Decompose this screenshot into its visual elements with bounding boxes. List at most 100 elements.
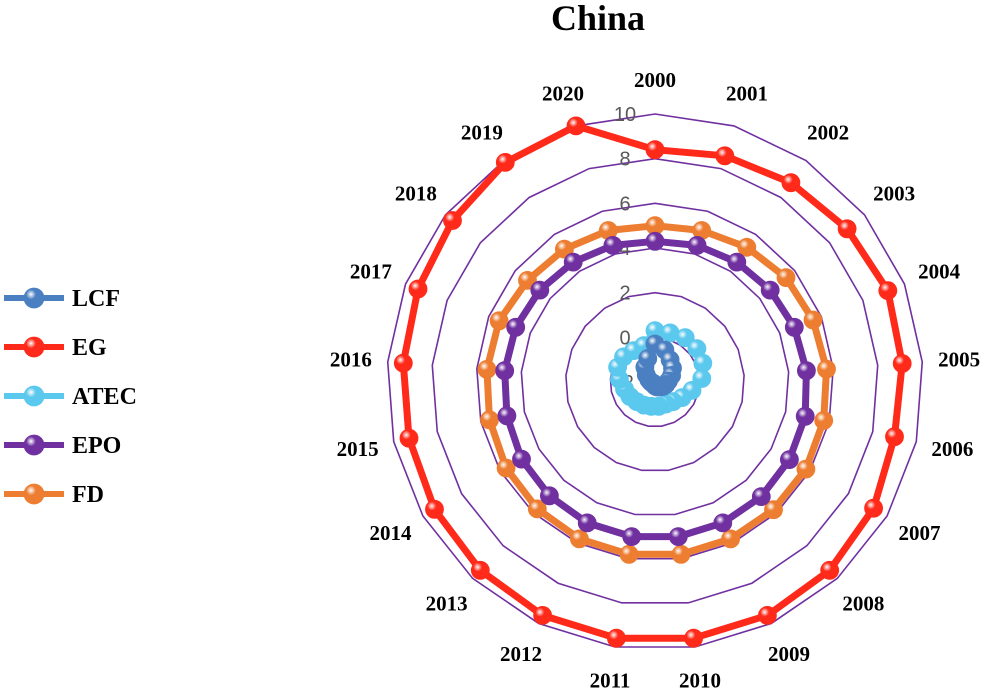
legend-label: FD <box>72 482 104 508</box>
legend-label: ATEC <box>72 384 137 410</box>
data-point <box>622 527 642 546</box>
legend-item-epo: EPO <box>4 433 121 459</box>
data-point <box>758 606 777 625</box>
radial-tick-label: 2 <box>619 283 630 305</box>
series-eg <box>393 116 912 648</box>
category-label: 2009 <box>768 642 810 666</box>
data-point <box>776 268 796 288</box>
radial-tick-label: 6 <box>619 193 630 215</box>
data-point <box>496 458 516 478</box>
data-point <box>563 252 583 272</box>
data-point <box>570 529 589 549</box>
series-line <box>501 237 810 541</box>
legend-item-atec: ATEC <box>4 384 137 410</box>
series-atec <box>608 321 713 416</box>
data-point <box>795 406 815 426</box>
data-point <box>495 152 515 172</box>
data-point <box>837 219 857 239</box>
data-point <box>715 146 735 166</box>
legend-item-fd: FD <box>4 482 104 508</box>
radial-tick-label: 0 <box>619 327 630 349</box>
data-point <box>527 499 547 519</box>
data-point <box>671 544 691 564</box>
series-line <box>399 122 906 642</box>
category-label: 2000 <box>634 68 676 92</box>
category-label: 2004 <box>918 260 961 284</box>
data-point <box>668 527 688 546</box>
category-label: 2019 <box>461 120 503 144</box>
legend-label: EG <box>72 335 107 361</box>
data-point <box>566 116 586 136</box>
data-point <box>721 529 740 549</box>
category-label: 2012 <box>500 642 542 666</box>
data-point <box>470 560 490 580</box>
data-point <box>814 411 834 430</box>
category-label: 2011 <box>590 669 631 693</box>
data-point <box>393 353 413 373</box>
legend-swatch-marker <box>23 287 45 309</box>
data-point <box>495 361 515 381</box>
category-label: 2001 <box>726 81 768 105</box>
series-lcf <box>635 334 682 397</box>
category-label: 2014 <box>369 521 412 545</box>
data-point <box>645 231 665 251</box>
category-label: 2017 <box>350 260 392 284</box>
data-point <box>607 628 626 648</box>
data-point <box>820 560 840 580</box>
data-point <box>603 235 623 255</box>
data-point <box>530 280 550 300</box>
category-label: 2010 <box>679 669 721 693</box>
grid-ring <box>565 291 745 472</box>
data-point <box>781 173 801 193</box>
data-point <box>737 237 757 257</box>
data-point <box>408 279 428 299</box>
data-point <box>619 544 639 564</box>
data-point <box>477 359 497 379</box>
series-epo <box>495 231 816 546</box>
legend-swatch-marker <box>23 336 45 358</box>
data-point <box>878 281 898 301</box>
series-line <box>483 222 830 558</box>
radial-tick-label: 8 <box>619 149 630 171</box>
data-point <box>797 361 816 381</box>
data-point <box>784 317 804 337</box>
data-point <box>892 354 912 373</box>
category-label: 2016 <box>330 347 372 371</box>
data-point <box>489 311 509 331</box>
grid-ring <box>520 247 790 516</box>
data-point <box>577 513 597 533</box>
data-point <box>425 499 444 519</box>
data-point <box>796 459 816 479</box>
legend-label: LCF <box>72 286 120 312</box>
chart-title: China <box>551 0 645 38</box>
data-point <box>399 428 419 448</box>
data-point <box>684 628 703 648</box>
legend-item-lcf: LCF <box>4 286 120 312</box>
category-label: 2008 <box>842 591 884 615</box>
radial-tick-label: 10 <box>614 104 636 126</box>
legend-swatch-marker <box>23 434 45 456</box>
data-point <box>480 410 499 430</box>
data-point <box>497 406 517 426</box>
data-point <box>780 450 799 470</box>
legend-label: EPO <box>72 433 121 459</box>
category-label: 2013 <box>426 591 468 615</box>
data-point <box>687 235 707 255</box>
data-point <box>803 310 823 330</box>
category-label: 2003 <box>873 182 915 206</box>
radar-grid <box>386 113 924 648</box>
category-label: 2018 <box>395 182 437 206</box>
series-layer <box>393 116 912 648</box>
data-point <box>512 449 531 469</box>
data-point <box>645 140 665 160</box>
data-point <box>540 486 559 506</box>
data-point <box>764 500 783 520</box>
category-label: 2006 <box>931 437 973 461</box>
data-point <box>675 328 695 348</box>
grid-ring <box>431 157 879 604</box>
data-point <box>760 280 780 300</box>
data-point <box>555 239 574 259</box>
category-label: 2005 <box>938 347 980 371</box>
legend-swatch-marker <box>23 385 45 407</box>
